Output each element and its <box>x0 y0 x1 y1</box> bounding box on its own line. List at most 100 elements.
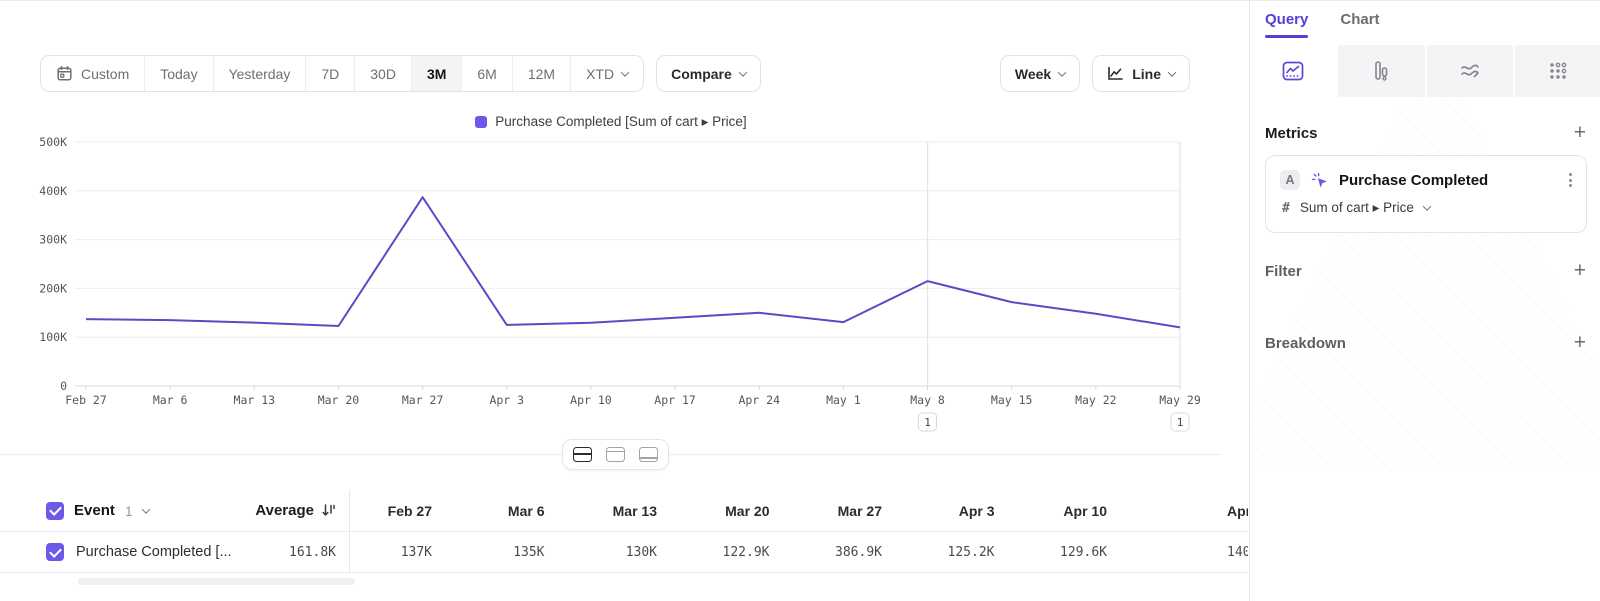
x-axis-tick-label: May 22 <box>1075 393 1117 407</box>
report-type-funnels[interactable] <box>1338 45 1425 97</box>
x-axis-tick-label: May 1 <box>826 393 861 407</box>
add-filter-button[interactable]: + <box>1573 259 1586 282</box>
breakdown-section-header: Breakdown + <box>1265 331 1586 354</box>
y-axis-tick-label: 100K <box>39 330 67 344</box>
average-value: 161.8K <box>289 544 336 560</box>
aggregation-selector[interactable]: # Sum of cart ▸ Price <box>1282 200 1432 216</box>
date-range-6m[interactable]: 6M <box>461 56 511 91</box>
table-cell-value: 386.9K <box>835 544 882 560</box>
row-checkbox[interactable] <box>46 543 64 561</box>
annotation-count: 1 <box>924 416 931 429</box>
annotation-badge[interactable] <box>918 412 938 432</box>
x-axis-tick-label: Mar 6 <box>153 393 188 407</box>
date-column-header: Mar 20 <box>725 502 770 519</box>
chart-only-toggle[interactable] <box>606 447 625 462</box>
add-metric-button[interactable]: + <box>1573 121 1586 144</box>
date-range-label: 7D <box>321 65 340 82</box>
average-column-header: Average <box>255 502 314 519</box>
report-type-flows[interactable] <box>1426 45 1513 97</box>
interval-button[interactable]: Week <box>999 55 1081 92</box>
table-cell-value: 130K <box>625 544 657 560</box>
chevron-down-icon <box>1167 67 1177 77</box>
tab-query[interactable]: Query <box>1265 11 1309 38</box>
numeric-aggregation-icon: # <box>1282 200 1290 216</box>
compare-button[interactable]: Compare <box>656 55 761 92</box>
x-axis-tick-label: Apr 10 <box>570 393 612 407</box>
date-range-custom[interactable]: Custom <box>41 56 144 91</box>
metric-row-name: Purchase Completed [... <box>76 544 232 560</box>
x-axis-tick-label: Apr 17 <box>654 393 696 407</box>
chart-type-button[interactable]: Line <box>1092 55 1190 92</box>
insights-line-chart-icon <box>1282 61 1304 81</box>
metrics-section-header: Metrics + <box>1265 121 1586 144</box>
metric-letter-badge: A <box>1280 170 1300 190</box>
funnels-bars-icon <box>1375 61 1388 81</box>
date-range-3m[interactable]: 3M <box>410 56 462 91</box>
x-axis-tick-label: Mar 13 <box>234 393 276 407</box>
series-line[interactable] <box>85 196 1181 329</box>
report-type-retention[interactable] <box>1514 45 1600 97</box>
date-column-header: Mar 6 <box>507 502 545 519</box>
table-cell-value: 140K <box>1227 544 1248 560</box>
chevron-down-icon <box>738 67 748 77</box>
y-axis-tick-label: 500K <box>39 135 67 149</box>
x-axis-tick-label: Mar 27 <box>402 393 444 407</box>
date-column-header: Mar 13 <box>612 502 657 519</box>
metrics-title: Metrics <box>1265 124 1318 142</box>
metric-card[interactable]: A Purchase Completed # Sum of cart ▸ Pri… <box>1265 155 1587 233</box>
date-range-7d[interactable]: 7D <box>305 56 354 91</box>
report-type-insights[interactable] <box>1250 45 1337 97</box>
x-axis-tick-label: May 15 <box>991 393 1033 407</box>
sidebar-tabs: Query Chart <box>1265 11 1380 38</box>
tab-chart[interactable]: Chart <box>1340 11 1380 28</box>
date-range-label: Yesterday <box>228 65 291 82</box>
date-column-header: Apr 3 <box>958 502 995 519</box>
date-range-xtd[interactable]: XTD <box>570 56 643 91</box>
line-chart[interactable]: 0 100K 200K 300K 400K 500K 1 1 Feb 27 Mar 6 Mar 13… <box>0 134 1222 434</box>
breakdown-title: Breakdown <box>1265 334 1346 352</box>
chart-legend: Purchase Completed [Sum of cart ▸ Price] <box>0 114 1222 130</box>
metric-options-kebab-icon[interactable] <box>1567 171 1574 189</box>
add-breakdown-button[interactable]: + <box>1573 331 1586 354</box>
table-column-separator <box>349 490 350 573</box>
y-axis-tick-label: 0 <box>60 379 67 393</box>
legend-label: Purchase Completed [Sum of cart ▸ Price] <box>495 114 747 129</box>
date-range-segmented-control: Custom Today Yesterday 7D 30D 3M 6M 12M XTD <box>40 55 645 92</box>
layout-toggle-group <box>562 439 669 470</box>
table-only-toggle[interactable] <box>639 447 658 462</box>
interval-label: Week <box>1014 65 1052 82</box>
table-cell-value: 125.2K <box>947 544 995 560</box>
select-all-checkbox[interactable] <box>46 501 64 520</box>
retention-dots-icon <box>1550 62 1567 79</box>
date-range-label: 6M <box>477 65 497 82</box>
x-axis-tick-label: May 29 <box>1159 393 1201 407</box>
split-view-toggle[interactable] <box>573 447 592 462</box>
date-range-label: 30D <box>370 65 396 82</box>
date-range-today[interactable]: Today <box>144 56 212 91</box>
event-count: 1 <box>124 502 133 519</box>
table-cell-value: 122.9K <box>722 544 770 560</box>
date-column-header: Apr 10 <box>1063 502 1107 519</box>
annotation-badge[interactable] <box>1170 412 1190 432</box>
date-range-yesterday[interactable]: Yesterday <box>212 56 306 91</box>
event-column-header: Event <box>74 502 115 519</box>
sidebar-watermark <box>1250 41 1600 471</box>
aggregation-label: Sum of cart ▸ Price <box>1299 200 1414 215</box>
date-range-12m[interactable]: 12M <box>511 56 570 91</box>
filter-title: Filter <box>1265 262 1302 280</box>
date-range-30d[interactable]: 30D <box>354 56 411 91</box>
table-cell-value: 137K <box>400 544 432 560</box>
horizontal-scrollbar[interactable] <box>78 578 355 585</box>
compare-label: Compare <box>671 65 732 82</box>
x-axis-tick-label: May 8 <box>910 393 945 407</box>
flows-waves-icon <box>1460 64 1479 78</box>
chevron-down-icon <box>620 67 630 77</box>
chevron-down-icon[interactable] <box>141 504 150 514</box>
line-chart-icon <box>1108 66 1124 80</box>
table-data-row[interactable]: Purchase Completed [... 161.8K 137K 135K 1… <box>0 532 1248 573</box>
legend-swatch <box>475 116 488 128</box>
annotation-count: 1 <box>1177 416 1184 429</box>
date-column-header: Mar 27 <box>837 502 882 519</box>
sort-descending-icon[interactable] <box>321 503 336 518</box>
